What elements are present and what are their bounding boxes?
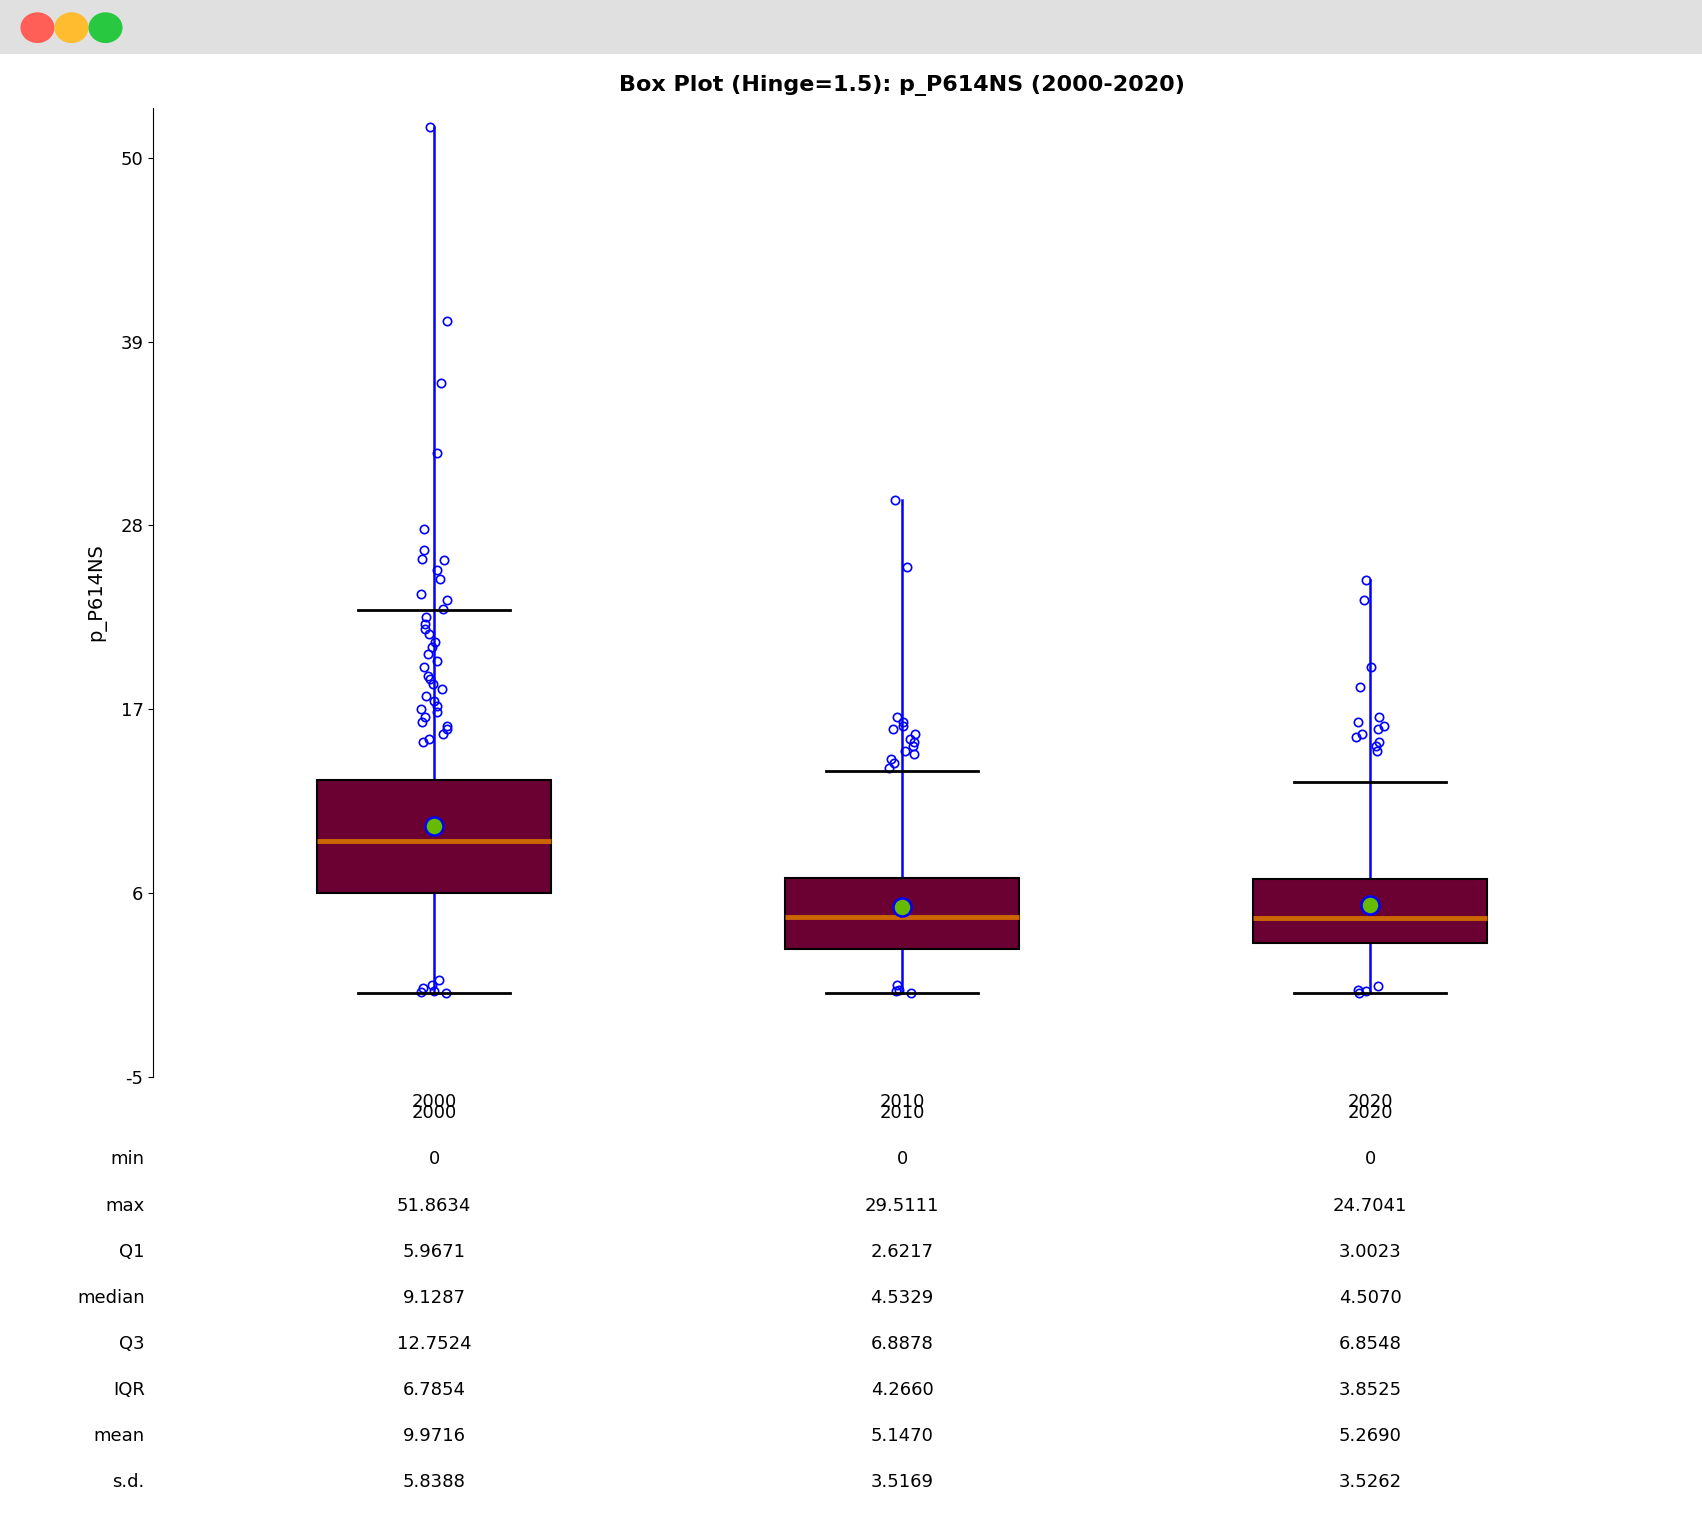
Text: median: median	[77, 1289, 145, 1307]
Text: 9.1287: 9.1287	[402, 1289, 466, 1307]
Text: 6.8548: 6.8548	[1339, 1335, 1401, 1353]
Text: 29.5111: 29.5111	[865, 1197, 940, 1215]
Text: 51.8634: 51.8634	[397, 1197, 471, 1215]
Text: 2.6217: 2.6217	[870, 1243, 934, 1261]
Text: s.d.: s.d.	[112, 1473, 145, 1492]
Text: mean: mean	[94, 1427, 145, 1446]
Text: Q1: Q1	[119, 1243, 145, 1261]
Text: 4.5329: 4.5329	[870, 1289, 934, 1307]
Text: max: max	[106, 1197, 145, 1215]
Title: Box Plot (Hinge=1.5): p_P614NS (2000-2020): Box Plot (Hinge=1.5): p_P614NS (2000-202…	[620, 75, 1185, 95]
Text: 0: 0	[429, 1150, 439, 1169]
Text: 5.9671: 5.9671	[402, 1243, 466, 1261]
Text: 4.2660: 4.2660	[871, 1381, 933, 1400]
Text: IQR: IQR	[112, 1381, 145, 1400]
Text: 4.5070: 4.5070	[1339, 1289, 1401, 1307]
Text: 2020: 2020	[1348, 1104, 1392, 1123]
Text: 2010: 2010	[880, 1104, 924, 1123]
Bar	[1253, 878, 1488, 943]
Text: 5.2690: 5.2690	[1339, 1427, 1401, 1446]
Text: 0: 0	[1365, 1150, 1375, 1169]
Text: Q3: Q3	[119, 1335, 145, 1353]
Text: 12.7524: 12.7524	[397, 1335, 471, 1353]
Text: 3.8525: 3.8525	[1338, 1381, 1402, 1400]
Text: 6.8878: 6.8878	[871, 1335, 933, 1353]
Bar	[317, 780, 551, 894]
Text: 24.7041: 24.7041	[1333, 1197, 1408, 1215]
Text: 3.5169: 3.5169	[870, 1473, 934, 1492]
Text: 5.1470: 5.1470	[871, 1427, 933, 1446]
Text: 0: 0	[897, 1150, 907, 1169]
Text: 3.5262: 3.5262	[1338, 1473, 1402, 1492]
Text: 2000: 2000	[412, 1104, 456, 1123]
Bar	[785, 878, 1019, 949]
Y-axis label: p_P614NS: p_P614NS	[87, 543, 107, 641]
Text: 6.7854: 6.7854	[402, 1381, 466, 1400]
Text: 3.0023: 3.0023	[1339, 1243, 1401, 1261]
Text: 9.9716: 9.9716	[402, 1427, 466, 1446]
Text: min: min	[111, 1150, 145, 1169]
Text: 5.8388: 5.8388	[403, 1473, 465, 1492]
